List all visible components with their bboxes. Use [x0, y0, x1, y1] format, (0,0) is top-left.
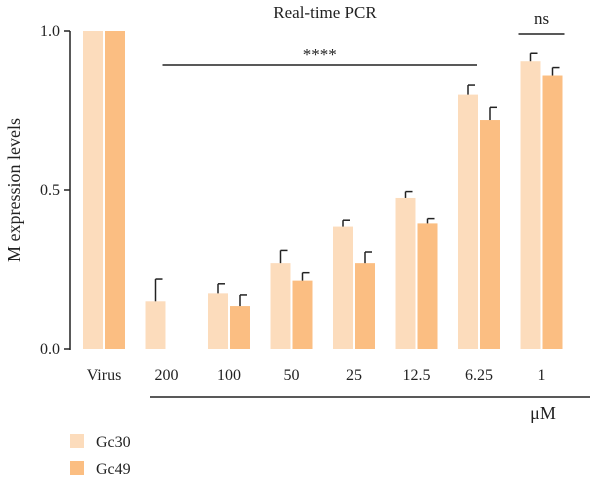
- x-tick-label: 12.5: [403, 367, 431, 384]
- bar-gc30: [395, 197, 416, 349]
- bar-gc30: [458, 94, 478, 349]
- plot-area: 0.0 0.5 1.0 Virus 200 100 50 25 12.5 6.25 1 **** ns: [40, 9, 590, 398]
- bar-gc49: [355, 263, 375, 349]
- bar-gc49: [230, 306, 250, 349]
- x-tick-label: 1: [538, 367, 546, 384]
- legend-label-gc30: Gc30: [96, 434, 131, 451]
- x-tick-label: 100: [217, 367, 241, 384]
- x-tick-label: 50: [284, 367, 300, 384]
- bar-gc30: [333, 226, 353, 349]
- legend-swatch-gc30: [70, 434, 84, 448]
- bar-gc49: [542, 75, 563, 350]
- legend: Gc30 Gc49: [70, 434, 131, 478]
- legend-label-gc49: Gc49: [96, 461, 131, 478]
- y-axis-label: M expression levels: [4, 118, 24, 262]
- bar-gc30: [270, 263, 291, 349]
- bar-gc30: [208, 293, 228, 349]
- bar-gc30: [145, 301, 166, 349]
- y-tick-label: 0.0: [40, 341, 60, 358]
- y-tick-label: 1.0: [40, 23, 60, 40]
- bar-gc49: [105, 31, 125, 349]
- bar-gc30: [83, 31, 103, 349]
- bar-gc49: [292, 280, 313, 349]
- y-tick-label: 0.5: [40, 182, 60, 199]
- chart-title: Real-time PCR: [273, 3, 377, 22]
- bar-gc30: [520, 61, 541, 350]
- bar-gc49: [480, 120, 500, 349]
- x-unit-label: μM: [530, 403, 556, 423]
- x-tick-label: 200: [155, 367, 179, 384]
- bar-gc49: [417, 223, 438, 349]
- legend-swatch-gc49: [70, 461, 84, 475]
- significance-label: ****: [303, 45, 337, 64]
- x-tick-label: 25: [346, 367, 362, 384]
- x-tick-label: Virus: [87, 367, 122, 384]
- significance-label: ns: [534, 9, 549, 28]
- x-tick-label: 6.25: [465, 367, 493, 384]
